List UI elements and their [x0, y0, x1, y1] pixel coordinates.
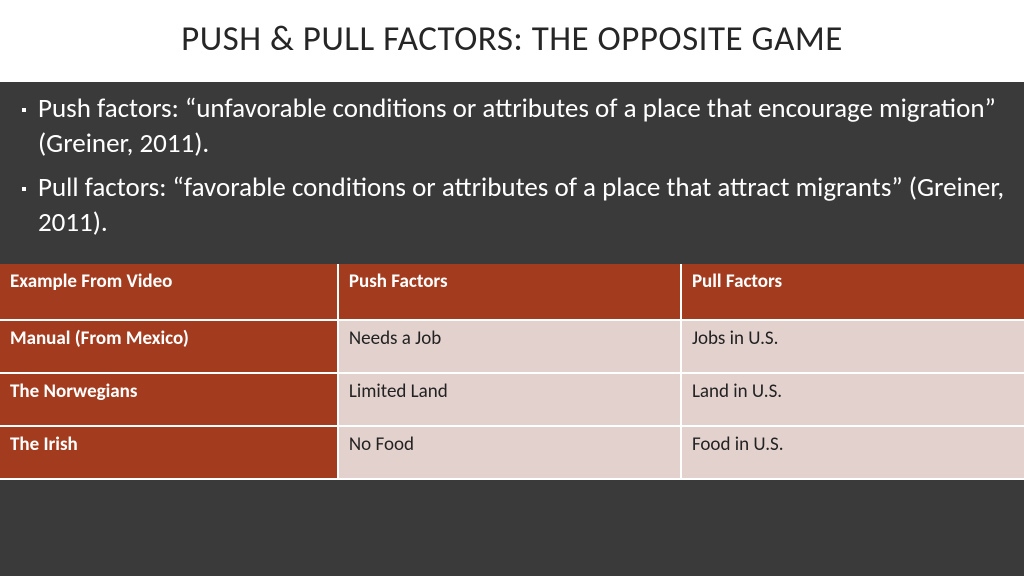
cell-push: Limited Land: [338, 373, 681, 426]
col-header-pull: Pull Factors: [681, 264, 1024, 320]
table-row: The Norwegians Limited Land Land in U.S.: [0, 373, 1024, 426]
bullet-list: Push factors: “unfavorable conditions or…: [0, 82, 1024, 264]
bullet-item: Push factors: “unfavorable conditions or…: [22, 92, 1006, 161]
col-header-example: Example From Video: [0, 264, 338, 320]
table-header-row: Example From Video Push Factors Pull Fac…: [0, 264, 1024, 320]
cell-push: No Food: [338, 426, 681, 479]
row-label: The Irish: [0, 426, 338, 479]
cell-pull: Land in U.S.: [681, 373, 1024, 426]
bullet-item: Pull factors: “favorable conditions or a…: [22, 171, 1006, 240]
cell-pull: Jobs in U.S.: [681, 320, 1024, 373]
table-row: Manual (From Mexico) Needs a Job Jobs in…: [0, 320, 1024, 373]
col-header-push: Push Factors: [338, 264, 681, 320]
title-band: PUSH & PULL FACTORS: THE OPPOSITE GAME: [0, 0, 1024, 82]
row-label: The Norwegians: [0, 373, 338, 426]
cell-pull: Food in U.S.: [681, 426, 1024, 479]
factors-table: Example From Video Push Factors Pull Fac…: [0, 264, 1024, 480]
row-label: Manual (From Mexico): [0, 320, 338, 373]
cell-push: Needs a Job: [338, 320, 681, 373]
table-row: The Irish No Food Food in U.S.: [0, 426, 1024, 479]
slide-title: PUSH & PULL FACTORS: THE OPPOSITE GAME: [20, 18, 1004, 60]
